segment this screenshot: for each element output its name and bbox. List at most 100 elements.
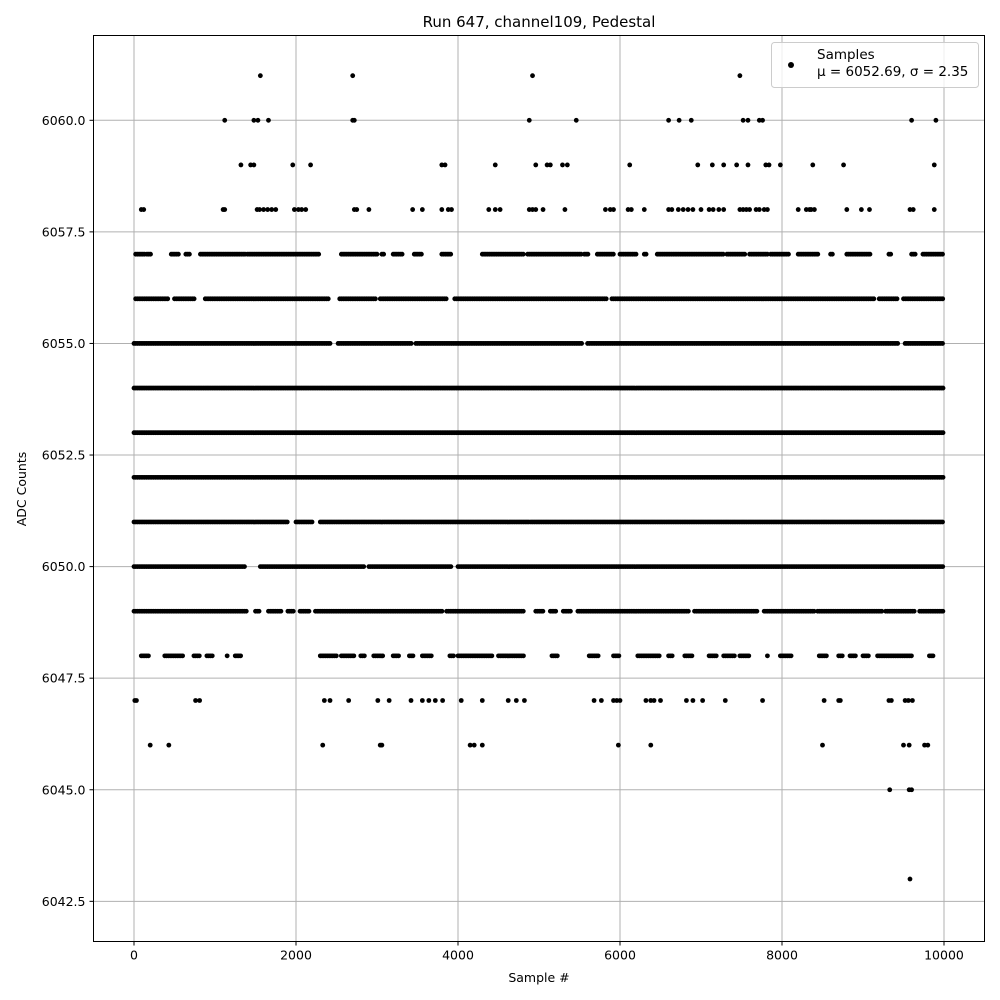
data-point bbox=[209, 653, 215, 659]
data-point bbox=[940, 608, 946, 614]
x-axis-label: Sample # bbox=[508, 970, 569, 985]
data-point bbox=[197, 698, 203, 703]
data-point bbox=[721, 162, 727, 168]
data-point bbox=[573, 117, 579, 123]
data-point bbox=[788, 653, 794, 659]
data-point bbox=[754, 608, 760, 614]
data-point bbox=[257, 207, 262, 212]
data-point bbox=[940, 341, 945, 346]
data-point bbox=[187, 251, 192, 257]
data-point bbox=[148, 251, 153, 257]
data-point bbox=[255, 117, 261, 123]
data-point bbox=[379, 742, 385, 748]
data-point bbox=[141, 207, 147, 212]
data-point bbox=[346, 698, 352, 703]
data-point bbox=[716, 207, 722, 212]
x-tick-label: 4000 bbox=[442, 948, 474, 963]
y-tick-label: 6057.5 bbox=[42, 224, 86, 239]
data-point bbox=[290, 608, 296, 614]
data-point bbox=[242, 564, 247, 569]
data-point bbox=[689, 653, 695, 659]
data-point bbox=[909, 117, 914, 123]
data-point bbox=[426, 698, 432, 703]
data-point bbox=[327, 341, 333, 346]
data-point bbox=[690, 698, 696, 703]
data-point bbox=[351, 117, 357, 123]
data-point bbox=[451, 653, 456, 659]
data-point bbox=[909, 787, 914, 793]
data-point bbox=[540, 207, 546, 212]
legend-marker bbox=[788, 62, 794, 68]
data-point bbox=[742, 251, 748, 257]
data-point bbox=[643, 251, 649, 257]
data-point bbox=[810, 162, 816, 168]
data-point bbox=[442, 162, 448, 168]
data-point bbox=[432, 698, 438, 703]
data-point bbox=[721, 207, 727, 212]
data-point bbox=[243, 608, 249, 614]
data-point bbox=[333, 653, 339, 659]
data-point bbox=[439, 207, 445, 212]
y-tick-label: 6055.0 bbox=[42, 336, 86, 351]
data-point bbox=[256, 608, 262, 614]
data-point bbox=[940, 385, 946, 391]
data-point bbox=[676, 117, 682, 123]
x-tick-label: 2000 bbox=[280, 948, 312, 963]
data-point bbox=[766, 162, 772, 168]
data-point bbox=[839, 653, 845, 659]
data-point bbox=[320, 742, 326, 748]
data-point bbox=[147, 742, 153, 748]
data-point bbox=[675, 207, 681, 212]
data-point bbox=[471, 742, 477, 748]
data-point bbox=[321, 698, 327, 703]
data-point bbox=[888, 698, 894, 703]
data-point bbox=[603, 296, 609, 302]
data-point bbox=[823, 653, 829, 659]
data-point bbox=[910, 698, 915, 703]
data-point bbox=[695, 162, 701, 168]
data-point bbox=[269, 207, 275, 212]
data-point bbox=[786, 251, 791, 257]
data-point bbox=[585, 251, 591, 257]
data-point bbox=[905, 698, 911, 703]
data-point bbox=[327, 698, 333, 703]
data-point bbox=[266, 117, 271, 123]
data-point bbox=[419, 207, 425, 212]
data-point bbox=[448, 251, 454, 257]
data-point bbox=[193, 698, 198, 703]
data-point bbox=[777, 162, 783, 168]
data-point bbox=[931, 207, 937, 212]
data-point bbox=[907, 876, 913, 882]
data-point bbox=[380, 653, 386, 659]
data-point bbox=[852, 653, 858, 659]
data-point bbox=[396, 653, 401, 659]
data-point bbox=[745, 117, 751, 123]
x-tick-label: 0 bbox=[130, 948, 138, 963]
chart-title: Run 647, channel109, Pedestal bbox=[423, 13, 656, 31]
data-point bbox=[381, 251, 387, 257]
data-point bbox=[165, 296, 171, 302]
data-point bbox=[746, 653, 752, 659]
data-point bbox=[887, 787, 893, 793]
data-point bbox=[760, 117, 765, 123]
data-points bbox=[131, 73, 946, 882]
data-point bbox=[374, 251, 380, 257]
y-axis-label: ADC Counts bbox=[14, 452, 29, 527]
data-point bbox=[940, 430, 946, 436]
data-point bbox=[568, 608, 573, 614]
data-point bbox=[146, 653, 151, 659]
data-point bbox=[867, 251, 873, 257]
data-point bbox=[871, 296, 877, 302]
data-point bbox=[222, 207, 228, 212]
x-axis: 0 2000 4000 6000 8000 10000 bbox=[130, 941, 964, 963]
data-point bbox=[925, 742, 931, 748]
data-point bbox=[821, 698, 827, 703]
data-point bbox=[505, 698, 511, 703]
data-point bbox=[909, 653, 914, 659]
data-point bbox=[627, 162, 633, 168]
data-point bbox=[354, 207, 360, 212]
data-point bbox=[350, 73, 356, 79]
data-point bbox=[251, 162, 257, 168]
data-point bbox=[278, 608, 284, 614]
